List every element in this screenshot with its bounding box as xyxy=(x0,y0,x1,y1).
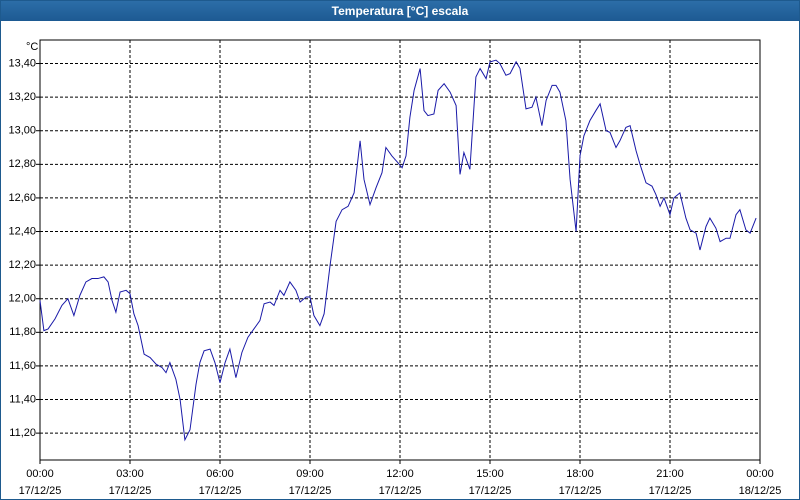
y-tick-label: 11,60 xyxy=(9,360,36,372)
y-tick-label: 12,20 xyxy=(8,259,36,271)
data-line xyxy=(39,59,757,442)
x-tick-date: 17/12/25 xyxy=(469,485,512,497)
x-tick-date: 17/12/25 xyxy=(199,485,242,497)
y-tick-label: 11,40 xyxy=(9,393,36,405)
x-tick-date: 17/12/25 xyxy=(289,485,332,497)
y-tick-label: 12,80 xyxy=(8,158,36,170)
x-tick-label: 09:00 xyxy=(296,468,324,480)
x-tick-label: 12:00 xyxy=(386,468,414,480)
x-tick-label: 00:00 xyxy=(746,468,774,480)
y-axis-label: °C xyxy=(26,41,38,53)
y-tick-label: 12,60 xyxy=(8,192,36,204)
title-bar: Temperatura [°C] escala xyxy=(1,1,799,21)
y-tick-label: 12,40 xyxy=(8,225,36,237)
x-tick-label: 03:00 xyxy=(116,468,144,480)
x-tick-label: 06:00 xyxy=(206,468,234,480)
x-tick-date: 17/12/25 xyxy=(19,485,62,497)
x-tick-label: 00:00 xyxy=(26,468,54,480)
x-tick-date: 17/12/25 xyxy=(559,485,602,497)
x-tick-label: 21:00 xyxy=(656,468,684,480)
y-tick-label: 12,00 xyxy=(8,293,36,305)
y-tick-label: 13,20 xyxy=(8,91,36,103)
x-tick-label: 18:00 xyxy=(566,468,594,480)
y-tick-label: 13,00 xyxy=(8,125,36,137)
x-tick-date: 17/12/25 xyxy=(649,485,692,497)
x-tick-date: 17/12/25 xyxy=(379,485,422,497)
y-tick-label: 11,80 xyxy=(9,326,36,338)
y-tick-label: 13,40 xyxy=(8,57,36,69)
x-tick-date: 17/12/25 xyxy=(109,485,152,497)
x-tick-label: 15:00 xyxy=(476,468,504,480)
y-tick-label: 11,20 xyxy=(9,427,36,439)
x-tick-date: 18/12/25 xyxy=(739,485,782,497)
